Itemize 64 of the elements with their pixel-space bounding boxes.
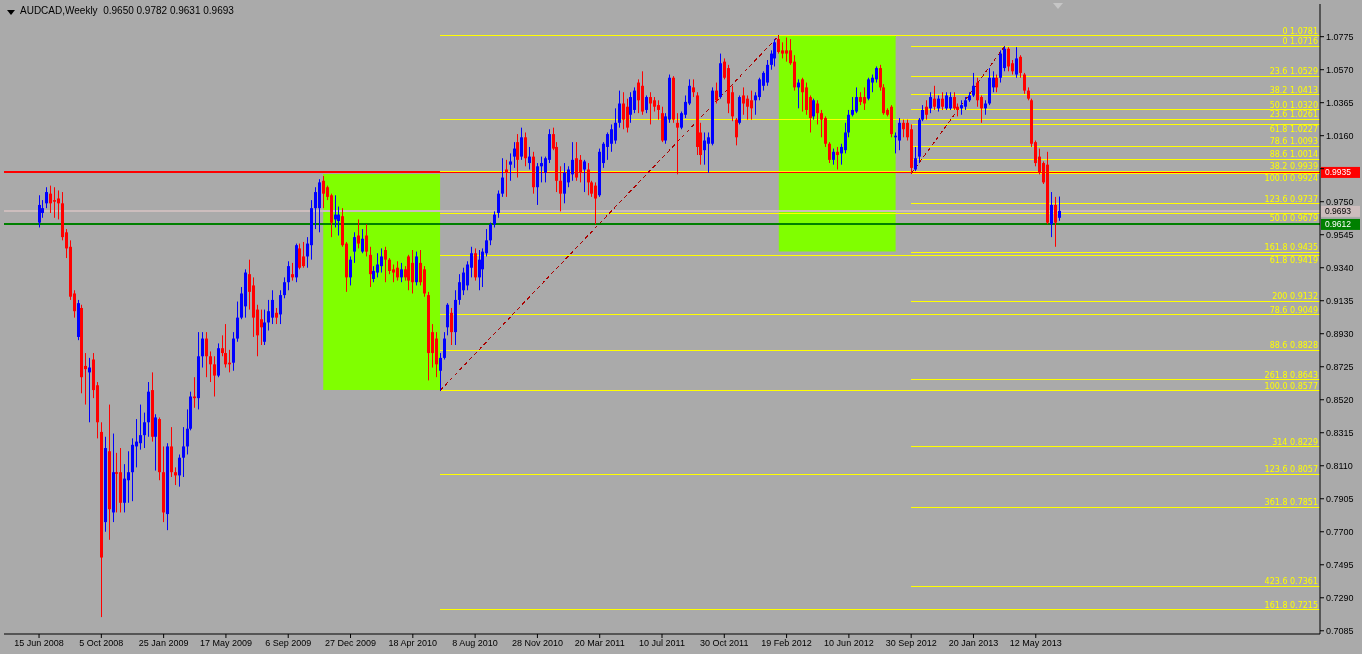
y-tick-label: 0.7290 xyxy=(1326,592,1354,603)
x-tick-label: 20 Mar 2011 xyxy=(574,638,625,649)
series-label: 100.0 0.9924 xyxy=(1264,174,1318,184)
ref-line-label: 0.9693 xyxy=(1325,206,1352,217)
ref-line-label: 0.9935 xyxy=(1325,167,1352,178)
series-label: 50.0 0.9679 xyxy=(1269,213,1318,223)
series-label: 88.6 1.0014 xyxy=(1269,150,1318,160)
series-label: 78.6 0.9049 xyxy=(1269,305,1318,315)
series-label: 38.2 1.0413 xyxy=(1269,85,1318,95)
y-tick-label: 0.7085 xyxy=(1326,625,1354,636)
x-tick-label: 12 May 2013 xyxy=(1009,638,1062,649)
series-label: 200 0.9132 xyxy=(1272,292,1318,302)
y-tick-label: 0.9750 xyxy=(1326,196,1354,207)
series-label: 61.8 0.9419 xyxy=(1269,255,1318,265)
series-label: 423.6 0.7361 xyxy=(1264,577,1318,587)
series-label: 23.6 1.0261 xyxy=(1269,110,1318,120)
y-tick-label: 0.9340 xyxy=(1326,262,1354,273)
y-tick-label: 0.7905 xyxy=(1326,493,1354,504)
x-tick-label: 20 Jan 2013 xyxy=(948,638,999,649)
x-tick-label: 30 Sep 2012 xyxy=(885,638,937,649)
series-label: 123.6 0.9737 xyxy=(1264,194,1318,204)
y-tick-label: 0.9135 xyxy=(1326,295,1354,306)
x-tick-label: 17 May 2009 xyxy=(199,638,252,649)
series-label: 314 0.8229 xyxy=(1272,437,1318,447)
series-label: 78.6 1.0093 xyxy=(1269,137,1318,147)
series-label: 123.6 0.8057 xyxy=(1264,465,1318,475)
y-tick-label: 0.8930 xyxy=(1326,328,1354,339)
y-tick-label: 0.7495 xyxy=(1326,559,1354,570)
y-tick-label: 1.0160 xyxy=(1326,130,1354,141)
x-tick-label: 25 Jan 2009 xyxy=(138,638,189,649)
series-label: 261.8 0.8643 xyxy=(1264,370,1318,380)
series-label: 61.8 1.0227 xyxy=(1269,125,1318,135)
series-label: 88.6 0.8828 xyxy=(1269,341,1318,351)
series-label: 0 1.0716 xyxy=(1282,37,1318,47)
series-label: 161.8 0.7215 xyxy=(1264,600,1318,610)
y-tick-label: 0.8520 xyxy=(1326,394,1354,405)
x-tick-label: 10 Jul 2011 xyxy=(639,638,685,649)
y-tick-label: 1.0365 xyxy=(1326,97,1354,108)
y-tick-label: 0.8315 xyxy=(1326,427,1354,438)
y-tick-label: 1.0570 xyxy=(1326,64,1354,75)
series-label: 361.8 0.7851 xyxy=(1264,498,1318,508)
series-label: 161.8 0.9435 xyxy=(1264,243,1318,253)
x-tick-label: 27 Dec 2009 xyxy=(325,638,377,649)
y-tick-label: 0.9545 xyxy=(1326,229,1354,240)
y-tick-label: 0.8110 xyxy=(1326,460,1353,471)
series-label: 23.6 1.0529 xyxy=(1269,67,1318,77)
x-tick-label: 18 Apr 2010 xyxy=(388,638,438,649)
y-tick-label: 1.0775 xyxy=(1326,31,1354,42)
ref-line-label: 0.9612 xyxy=(1325,219,1352,230)
x-tick-label: 28 Nov 2010 xyxy=(511,638,563,649)
series-label: 100.0 0.8577 xyxy=(1264,381,1318,391)
x-tick-label: 10 Jun 2012 xyxy=(824,638,874,649)
series-label: 0 1.0781 xyxy=(1282,26,1318,36)
x-tick-label: 15 Jun 2008 xyxy=(14,638,64,649)
x-tick-label: 5 Oct 2008 xyxy=(79,638,124,649)
y-tick-label: 0.8725 xyxy=(1326,361,1354,372)
x-tick-label: 30 Oct 2011 xyxy=(700,638,749,649)
y-tick-label: 0.7700 xyxy=(1326,526,1354,537)
series-label: 38.2 0.9939 xyxy=(1269,162,1318,172)
x-tick-label: 8 Aug 2010 xyxy=(452,638,498,649)
x-tick-label: 6 Sep 2009 xyxy=(265,638,312,649)
x-tick-label: 19 Feb 2012 xyxy=(761,638,812,649)
series-label: 50.0 1.0320 xyxy=(1269,100,1318,110)
chart-title: AUDCAD,Weekly 0.9650 0.9782 0.9631 0.9693 xyxy=(20,5,234,17)
